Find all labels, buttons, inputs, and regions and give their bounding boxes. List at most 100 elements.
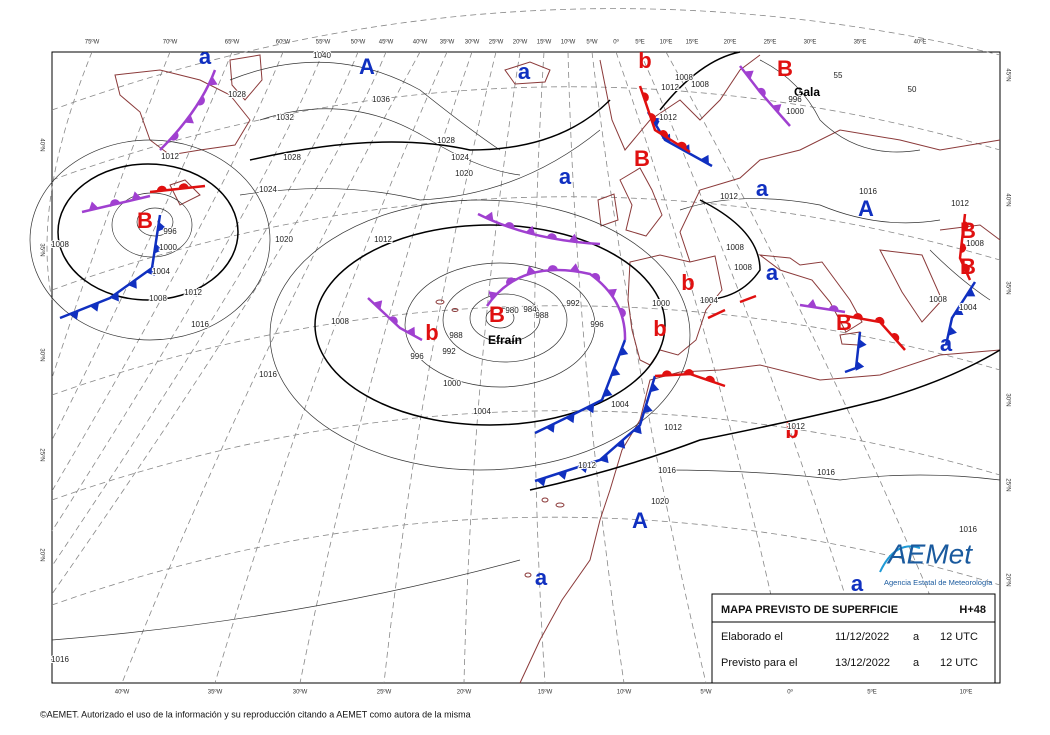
isobar-label: 1020 — [455, 169, 473, 178]
isobar-label: 1008 — [675, 73, 693, 82]
meridian — [534, 51, 546, 684]
front-symbol — [184, 114, 194, 124]
longitude-label: 65ºW — [225, 39, 240, 46]
isobar-label: 1020 — [651, 497, 669, 506]
isobar-label: 996 — [163, 227, 177, 236]
meridian — [591, 51, 707, 684]
front-symbol — [965, 287, 976, 297]
isobars — [29, 51, 1001, 641]
isobar-label: 996 — [410, 352, 424, 361]
isobar-label: 1036 — [372, 95, 390, 104]
front-symbol — [650, 382, 660, 393]
latitude-label: 20ºN — [38, 548, 45, 561]
pressure-center: a — [559, 164, 572, 189]
isobar-label: 1012 — [664, 423, 682, 432]
info-sep: a — [913, 631, 920, 643]
longitude-label: 30ºE — [804, 39, 817, 46]
front-symbol — [599, 453, 609, 464]
isobar-label: 1000 — [159, 243, 177, 252]
front-symbol — [128, 279, 137, 289]
pressure-center: B — [634, 146, 650, 171]
front-symbol — [488, 291, 498, 301]
isobar-label: 1004 — [611, 400, 629, 409]
isobar-label: 1028 — [437, 136, 455, 145]
front-line — [367, 297, 423, 342]
isobar-label: 1024 — [259, 185, 277, 194]
front-symbol — [603, 387, 613, 397]
pressure-center: a — [756, 176, 769, 201]
isobar-label: 988 — [449, 331, 463, 340]
graticule — [46, 8, 1001, 684]
longitude-label: 25ºW — [489, 39, 504, 46]
latitude-label: 35ºN — [38, 243, 45, 256]
info-title: MAPA PREVISTO DE SUPERFICIE — [721, 604, 898, 616]
front-symbol — [557, 470, 568, 480]
isobar-label: 1008 — [726, 243, 744, 252]
longitude-label: 35ºW — [208, 689, 223, 696]
meridian — [51, 51, 233, 441]
isobar-label: 1004 — [959, 303, 977, 312]
front-symbol — [963, 220, 969, 231]
front-symbol — [632, 424, 642, 435]
front-symbol — [772, 104, 782, 114]
logo-subtitle: Agencia Estatal de Meteorología — [884, 578, 993, 587]
info-box-frame — [711, 593, 996, 684]
longitude-label: 70ºW — [163, 39, 178, 46]
longitude-label: 10ºE — [660, 39, 673, 46]
latitude-label: 35ºN — [1004, 281, 1011, 294]
front-symbol — [642, 92, 649, 103]
isobar-label: 1000 — [443, 379, 461, 388]
front-line — [149, 184, 206, 194]
meridian — [299, 51, 473, 684]
front-symbol — [683, 369, 694, 375]
front-symbol — [649, 113, 656, 123]
longitude-label: 15ºW — [538, 689, 553, 696]
isobar-label: 1016 — [817, 468, 835, 477]
isobar-label: 1024 — [451, 153, 469, 162]
storm-name: Efraín — [488, 333, 522, 347]
front-symbol — [373, 300, 383, 310]
front-symbol — [700, 154, 709, 165]
front-symbol — [828, 305, 839, 311]
isobar-label: 1008 — [331, 317, 349, 326]
isobar-label: 1012 — [578, 461, 596, 470]
latitude-label: 40ºN — [38, 138, 45, 151]
pressure-center: A — [858, 196, 874, 221]
isobar-label: 992 — [566, 299, 580, 308]
info-range: H+48 — [959, 604, 986, 616]
front-symbol — [962, 263, 970, 274]
front-symbol — [547, 265, 558, 271]
pressure-center: a — [851, 571, 864, 596]
storm-name: Gala — [794, 85, 820, 99]
front-symbol — [858, 338, 867, 349]
latitude-label: 20ºN — [1004, 573, 1011, 586]
pressure-center: A — [359, 54, 375, 79]
pressure-center: b — [653, 316, 666, 341]
front-symbol — [197, 96, 205, 106]
longitude-label: 25ºW — [377, 689, 392, 696]
meridian — [51, 51, 359, 567]
front-symbol — [170, 131, 179, 141]
front-symbol — [69, 310, 79, 320]
pressure-center: B — [489, 302, 505, 327]
front-symbol — [145, 266, 155, 276]
longitude-label: 50ºW — [351, 39, 366, 46]
isobar-label: 1012 — [720, 192, 738, 201]
map-frame — [51, 51, 1001, 684]
latitude-label: 45ºN — [1004, 68, 1011, 81]
longitude-label: 20ºW — [513, 39, 528, 46]
longitude-label: 15ºW — [537, 39, 552, 46]
pressure-center: b — [785, 418, 798, 443]
pressure-center: a — [766, 260, 779, 285]
isobar-label: 1012 — [787, 422, 805, 431]
front-symbol — [525, 225, 536, 235]
meridian — [639, 51, 873, 684]
isobar-label: 996 — [590, 320, 604, 329]
isobar-label: 1000 — [786, 107, 804, 116]
pressure-center: a — [518, 59, 531, 84]
front-symbol — [806, 298, 817, 308]
front-symbol — [110, 199, 120, 206]
meridian — [615, 51, 791, 684]
longitude-label: 10ºW — [561, 39, 576, 46]
